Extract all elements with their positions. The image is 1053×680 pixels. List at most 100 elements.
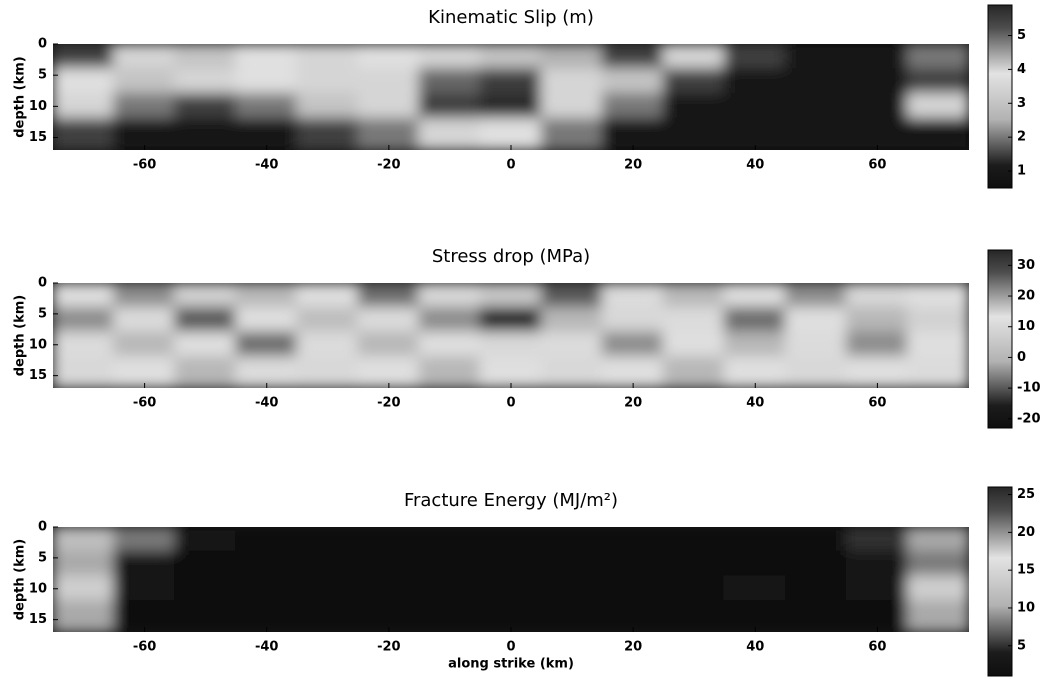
y-tick-label: 5 [38,306,47,321]
heatmap [52,526,970,633]
heatmap [52,43,970,151]
heatmap-cell [296,551,359,578]
heatmap-cell [663,118,726,151]
heatmap-cell [418,331,481,358]
heatmap-cell [541,551,604,578]
heatmap-cell [52,551,115,578]
colorbar [988,5,1012,188]
heatmap-cell [418,600,481,633]
heatmap-cell [52,43,115,70]
heatmap-cell [479,43,542,70]
heatmap-cell [174,68,237,95]
heatmap-cell [541,356,604,389]
heatmap-cell [235,575,298,602]
heatmap-cell [296,526,359,553]
heatmap-cell [663,282,726,309]
panel-title: Kinematic Slip (m) [428,7,594,28]
colorbar-tick-label: 15 [1017,563,1035,578]
y-tick-label: 5 [38,550,47,565]
y-axis-label: depth (km) [13,56,28,138]
x-tick-label: 40 [746,158,764,173]
heatmap-cell [785,307,848,334]
heatmap-cell [846,282,909,309]
heatmap-cell [663,600,726,633]
x-tick-label: -20 [377,640,401,655]
heatmap-cell [113,331,176,358]
heatmap-cell [724,551,787,578]
heatmap-cell [357,551,420,578]
heatmap-cell [602,551,665,578]
heatmap-cell [785,118,848,151]
heatmap-cell [357,93,420,120]
colorbar-tick-label: 20 [1017,289,1035,304]
heatmap-cell [479,331,542,358]
heatmap-cell [357,282,420,309]
heatmap-cell [846,526,909,553]
x-tick-label: 20 [624,640,642,655]
heatmap-cell [296,331,359,358]
heatmap-cell [602,526,665,553]
heatmap-cell [663,93,726,120]
heatmap-cell [602,282,665,309]
heatmap-cell [113,575,176,602]
heatmap-cell [663,575,726,602]
heatmap-cell [602,43,665,70]
heatmap-cell [296,118,359,151]
heatmap-cell [663,43,726,70]
heatmap-cell [52,526,115,553]
heatmap-cell [846,93,909,120]
heatmap-cell [52,282,115,309]
heatmap-cell [174,43,237,70]
heatmap-cell [907,356,970,389]
x-tick-label: -60 [133,640,157,655]
colorbar-tick-label: 30 [1017,258,1035,273]
heatmap-cell [52,575,115,602]
heatmap-cell [724,282,787,309]
heatmap-cell [296,68,359,95]
heatmap-cell [296,93,359,120]
heatmap-cell [785,600,848,633]
heatmap-cell [602,68,665,95]
heatmap-cell [357,43,420,70]
heatmap-cell [479,307,542,334]
heatmap-cell [235,43,298,70]
heatmap-cell [174,356,237,389]
heatmap-cell [724,575,787,602]
x-tick-label: 20 [624,158,642,173]
heatmap-cells [52,526,970,633]
heatmap-cell [663,68,726,95]
heatmap-cell [846,43,909,70]
heatmap-cell [541,43,604,70]
colorbar-tick-label: 20 [1017,525,1035,540]
heatmap-cell [235,331,298,358]
heatmap-cell [418,43,481,70]
heatmap-cell [235,307,298,334]
colorbar-tick-label: 4 [1017,62,1026,77]
heatmap-cell [785,68,848,95]
heatmap-cell [479,575,542,602]
heatmap-cells [52,282,970,389]
heatmap-cell [113,68,176,95]
heatmap-cell [785,43,848,70]
heatmap-cell [907,600,970,633]
heatmap-cell [418,307,481,334]
heatmap-cell [296,600,359,633]
heatmap-cell [113,526,176,553]
x-tick-label: 60 [868,640,886,655]
heatmap-cell [52,93,115,120]
heatmap-cell [52,331,115,358]
heatmap-cell [418,551,481,578]
heatmap-cell [724,526,787,553]
heatmap-cell [357,526,420,553]
heatmap-cell [846,551,909,578]
heatmap-cell [785,282,848,309]
heatmap-cell [785,551,848,578]
panel-title: Stress drop (MPa) [432,246,590,267]
heatmap-cell [663,331,726,358]
heatmap-cell [785,93,848,120]
heatmap-cell [174,282,237,309]
heatmap-cell [907,575,970,602]
heatmap-cell [52,600,115,633]
heatmap-cell [357,307,420,334]
heatmap-cell [479,93,542,120]
